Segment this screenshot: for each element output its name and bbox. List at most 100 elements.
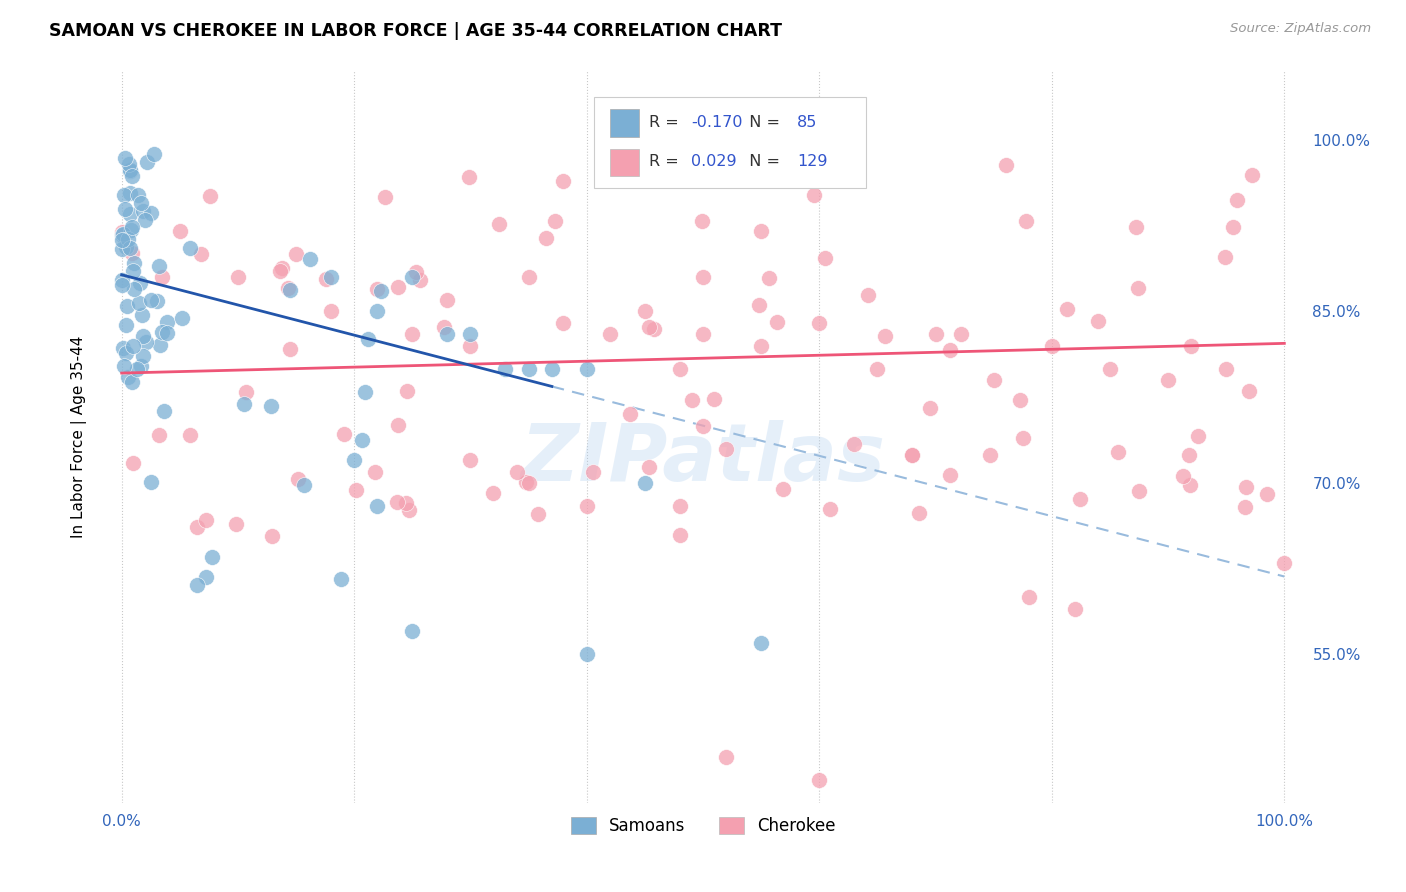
Point bbox=[186, 520, 208, 534]
Point bbox=[772, 482, 794, 496]
Text: N =: N = bbox=[740, 114, 786, 129]
Point bbox=[482, 486, 505, 500]
Point bbox=[1173, 469, 1195, 483]
Point bbox=[186, 578, 208, 592]
Point bbox=[269, 263, 291, 277]
Point bbox=[141, 205, 163, 219]
Point bbox=[517, 361, 540, 376]
Point bbox=[121, 219, 143, 234]
Point bbox=[405, 265, 427, 279]
Point bbox=[534, 231, 557, 245]
Point bbox=[117, 157, 139, 171]
Point bbox=[1272, 556, 1295, 570]
Point bbox=[866, 361, 889, 376]
Point bbox=[194, 570, 217, 584]
Point bbox=[908, 506, 931, 520]
Point bbox=[179, 241, 201, 255]
Point bbox=[637, 320, 659, 334]
Text: SAMOAN VS CHEROKEE IN LABOR FORCE | AGE 35-44 CORRELATION CHART: SAMOAN VS CHEROKEE IN LABOR FORCE | AGE … bbox=[49, 22, 782, 40]
Point bbox=[112, 341, 135, 355]
Point bbox=[112, 359, 135, 374]
Point bbox=[634, 304, 657, 318]
Point bbox=[111, 225, 134, 239]
Point bbox=[111, 273, 134, 287]
Point bbox=[366, 281, 388, 295]
Point bbox=[260, 529, 283, 543]
Point bbox=[277, 280, 299, 294]
Point bbox=[808, 772, 831, 787]
Point bbox=[1233, 500, 1256, 514]
Point bbox=[1234, 480, 1257, 494]
Point bbox=[190, 247, 212, 261]
Point bbox=[120, 223, 142, 237]
Point bbox=[118, 241, 141, 255]
Point bbox=[575, 499, 598, 513]
Point bbox=[842, 437, 865, 451]
Point bbox=[1018, 590, 1040, 604]
Point bbox=[387, 280, 409, 294]
Point bbox=[118, 186, 141, 200]
Point bbox=[515, 475, 537, 489]
Y-axis label: In Labor Force | Age 35-44: In Labor Force | Age 35-44 bbox=[72, 336, 87, 538]
Point bbox=[517, 475, 540, 490]
Point bbox=[195, 513, 218, 527]
Point bbox=[749, 636, 772, 650]
Point bbox=[156, 315, 179, 329]
Point bbox=[1107, 445, 1129, 459]
Point bbox=[170, 310, 193, 325]
Text: 0.029: 0.029 bbox=[690, 154, 737, 169]
Point bbox=[114, 202, 136, 216]
Point bbox=[298, 252, 321, 267]
Point bbox=[128, 276, 150, 290]
Point bbox=[148, 427, 170, 442]
Point bbox=[319, 304, 342, 318]
Point bbox=[856, 287, 879, 301]
Point bbox=[115, 299, 138, 313]
Point bbox=[114, 318, 136, 332]
Point bbox=[436, 327, 458, 342]
Point bbox=[813, 251, 835, 265]
Point bbox=[225, 517, 247, 532]
Point bbox=[401, 270, 423, 285]
Point bbox=[643, 321, 665, 335]
Point bbox=[235, 384, 257, 399]
Point bbox=[332, 426, 354, 441]
Point bbox=[818, 502, 841, 516]
Point bbox=[544, 214, 567, 228]
Point bbox=[127, 362, 149, 376]
Point bbox=[364, 465, 387, 479]
Text: R =: R = bbox=[648, 154, 683, 169]
Point bbox=[983, 373, 1005, 387]
Point bbox=[271, 261, 294, 276]
Point bbox=[638, 459, 661, 474]
Text: 85: 85 bbox=[797, 114, 818, 129]
Point bbox=[132, 203, 155, 218]
Point bbox=[599, 327, 621, 342]
Point bbox=[143, 147, 166, 161]
Point bbox=[129, 359, 152, 373]
Point bbox=[692, 270, 714, 285]
Point bbox=[226, 270, 249, 285]
Point bbox=[1098, 361, 1121, 376]
Point bbox=[287, 472, 309, 486]
Point bbox=[152, 270, 174, 285]
Point bbox=[111, 277, 134, 292]
Point bbox=[120, 207, 142, 221]
Point bbox=[117, 231, 139, 245]
Point bbox=[114, 151, 136, 165]
Text: N =: N = bbox=[740, 154, 786, 169]
Point bbox=[668, 499, 690, 513]
Point bbox=[260, 399, 283, 413]
Point bbox=[1177, 448, 1199, 462]
Text: R =: R = bbox=[648, 114, 683, 129]
Point bbox=[111, 228, 134, 243]
Point bbox=[122, 339, 145, 353]
Point bbox=[540, 361, 562, 376]
Point bbox=[233, 397, 256, 411]
Point bbox=[134, 213, 156, 227]
Point bbox=[1087, 313, 1109, 327]
Point bbox=[690, 214, 713, 228]
Point bbox=[436, 293, 458, 307]
Point bbox=[1241, 169, 1264, 183]
Point bbox=[1040, 339, 1063, 353]
